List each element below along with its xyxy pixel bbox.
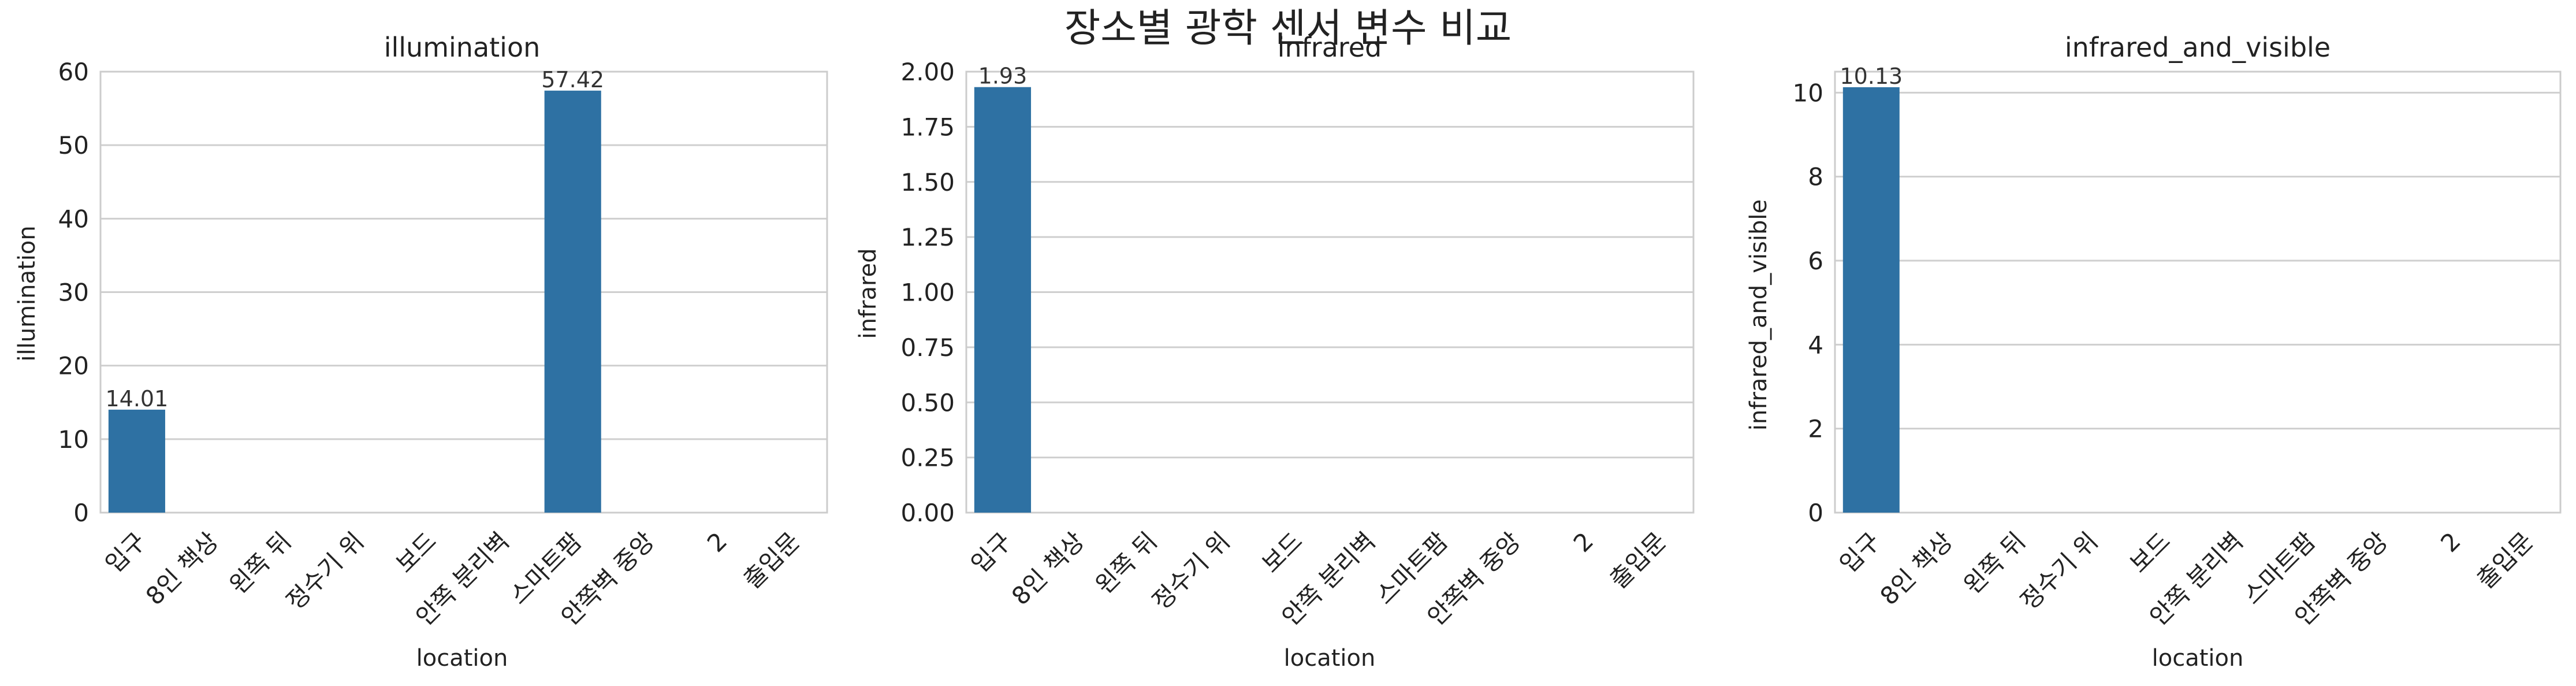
x-tick-label: 왼쪽 뒤 bbox=[224, 526, 297, 599]
y-tick-label: 0.50 bbox=[900, 388, 955, 417]
y-tick-label: 8 bbox=[1808, 163, 1823, 191]
x-tick-label: 출입문 bbox=[2471, 526, 2539, 594]
x-tick-label: 보드 bbox=[2124, 526, 2176, 578]
x-axis-label: location bbox=[416, 645, 508, 672]
x-tick-label: 입구 bbox=[966, 526, 1017, 578]
chart-panel-infrared: infrared location infrared 0.00 0.25 0.50 0… bbox=[855, 32, 1695, 672]
y-axis-label: infrared_and_visible bbox=[1745, 199, 1772, 431]
x-tick-label: 보드 bbox=[390, 526, 442, 578]
data-label: 1.93 bbox=[978, 64, 1028, 89]
axes-frame bbox=[1834, 71, 2562, 514]
x-tick-label: 8인 책상 bbox=[140, 526, 224, 610]
x-tick-label: 2 bbox=[2435, 526, 2466, 558]
chart-panel-infrared-and-visible: infrared_and_visible location infrared_a… bbox=[1745, 32, 2562, 672]
chart-title: illumination bbox=[384, 32, 541, 63]
y-tick-label: 0.75 bbox=[900, 333, 955, 362]
y-tick-label: 20 bbox=[58, 352, 89, 380]
y-tick-label: 6 bbox=[1808, 247, 1823, 275]
bar bbox=[974, 87, 1032, 513]
x-tick-label: 보드 bbox=[1256, 526, 1308, 578]
x-tick-label: 정수기 위 bbox=[2015, 526, 2103, 615]
y-tick-label: 2.00 bbox=[900, 58, 955, 86]
data-label: 57.42 bbox=[541, 67, 604, 92]
y-tick-label: 0.25 bbox=[900, 444, 955, 472]
figure-suptitle: 장소별 광학 센서 변수 비교 bbox=[1064, 6, 1512, 51]
bar bbox=[544, 90, 601, 513]
y-tick-label: 1.25 bbox=[900, 223, 955, 251]
y-tick-label: 10 bbox=[1793, 79, 1823, 107]
x-tick-label: 입구 bbox=[1834, 526, 1886, 578]
bar bbox=[1842, 87, 1900, 513]
x-tick-label: 정수기 위 bbox=[281, 526, 369, 615]
y-tick-label: 2 bbox=[1808, 415, 1823, 443]
y-tick-label: 50 bbox=[58, 131, 89, 160]
y-tick-label: 40 bbox=[58, 205, 89, 233]
data-label: 10.13 bbox=[1840, 64, 1903, 89]
bar bbox=[108, 409, 165, 513]
x-tick-label: 2 bbox=[1568, 526, 1599, 558]
x-tick-label: 8인 책상 bbox=[1875, 526, 1959, 610]
y-tick-label: 1.75 bbox=[900, 113, 955, 141]
y-tick-label: 1.50 bbox=[900, 168, 955, 196]
chart-title: infrared_and_visible bbox=[2065, 32, 2331, 63]
y-axis-label: illumination bbox=[14, 225, 40, 361]
y-tick-label: 0 bbox=[1808, 499, 1823, 527]
x-axis-label: location bbox=[2152, 645, 2244, 672]
x-tick-label: 왼쪽 뒤 bbox=[1090, 526, 1163, 599]
y-tick-label: 1.00 bbox=[900, 279, 955, 307]
data-label: 14.01 bbox=[106, 386, 169, 411]
x-tick-label: 정수기 위 bbox=[1146, 526, 1235, 615]
axes-frame bbox=[99, 71, 828, 514]
y-tick-label: 60 bbox=[58, 58, 89, 86]
x-tick-label: 입구 bbox=[100, 526, 151, 578]
x-axis-label: location bbox=[1284, 645, 1376, 672]
x-tick-label: 2 bbox=[702, 526, 733, 558]
x-tick-label: 왼쪽 뒤 bbox=[1958, 526, 2031, 599]
y-tick-label: 4 bbox=[1808, 331, 1823, 359]
x-tick-label: 출입문 bbox=[1605, 526, 1672, 594]
chart-title: infrared bbox=[1278, 32, 1382, 63]
y-tick-label: 10 bbox=[58, 425, 89, 454]
x-tick-label: 출입문 bbox=[738, 526, 806, 594]
y-tick-label: 0.00 bbox=[900, 499, 955, 527]
axes-frame bbox=[965, 71, 1695, 514]
x-tick-label: 8인 책상 bbox=[1006, 526, 1090, 610]
y-tick-label: 0 bbox=[73, 499, 89, 527]
y-tick-label: 30 bbox=[58, 279, 89, 307]
chart-panel-illumination: illumination location illumination 0 10 20… bbox=[14, 32, 828, 672]
y-axis-label: infrared bbox=[855, 248, 881, 339]
